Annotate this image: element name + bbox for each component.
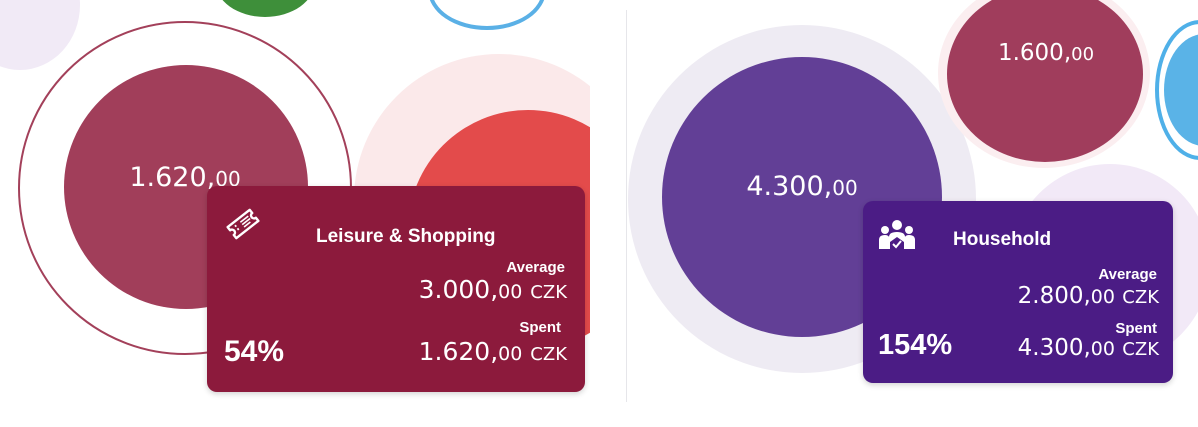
background-bubble-green[interactable] (215, 0, 315, 17)
household-icon (879, 219, 915, 258)
leisure-shopping-panel: 1.620,00 Leisure & Shopping Average 3.00… (0, 0, 590, 400)
top-bubble[interactable] (947, 0, 1143, 162)
ticket-icon (225, 208, 261, 245)
average-label: Average (1098, 266, 1157, 283)
top-bubble-amount: 1.600,00 (997, 40, 1095, 66)
card-title: Household (953, 229, 1052, 250)
spent-label: Spent (1115, 320, 1157, 337)
average-label: Average (506, 259, 565, 276)
spent-amount: 4.300,00 CZK (1017, 335, 1159, 361)
card-title: Leisure & Shopping (316, 226, 496, 247)
average-amount: 3.000,00 CZK (418, 275, 567, 304)
spent-percentage: 54% (224, 335, 285, 368)
spent-label: Spent (519, 319, 561, 336)
household-panel: 4.300,00 1.600,00 Household Average 2.80… (628, 0, 1198, 400)
household-bubble-amount: 4.300,00 (746, 171, 858, 202)
average-amount: 2.800,00 CZK (1017, 283, 1159, 309)
leisure-shopping-card[interactable]: Leisure & Shopping Average 3.000,00 CZK … (207, 186, 585, 392)
household-card[interactable]: Household Average 2.800,00 CZK Spent 4.3… (863, 201, 1173, 383)
background-bubble-blue-ring[interactable] (428, 0, 546, 30)
panel-divider (626, 10, 627, 402)
background-bubble-lavender (0, 0, 80, 70)
spent-percentage: 154% (878, 329, 953, 361)
spent-amount: 1.620,00 CZK (418, 337, 567, 366)
